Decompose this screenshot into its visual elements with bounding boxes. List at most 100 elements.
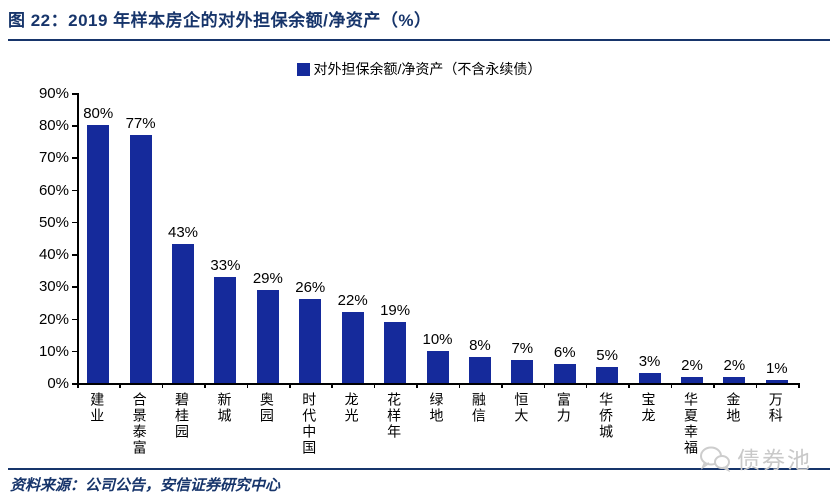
y-tick: [72, 254, 77, 256]
bar: [553, 363, 576, 383]
x-tick: [77, 383, 79, 388]
figure-title: 图 22：2019 年样本房企的对外担保余额/净资产（%）: [8, 11, 432, 30]
bar: [87, 125, 110, 383]
x-tick: [458, 383, 461, 388]
bar-value-label: 80%: [83, 105, 114, 123]
y-axis-line: [77, 93, 79, 383]
bar: [468, 357, 491, 383]
wechat-chat-bubbles-icon: [698, 445, 732, 472]
x-tick: [670, 383, 673, 388]
y-tick: [72, 157, 77, 159]
x-axis-label: 万科: [767, 392, 784, 424]
x-axis-label: 龙光: [343, 392, 360, 424]
x-tick: [585, 383, 588, 388]
bar-value-label: 6%: [553, 343, 576, 361]
x-axis-label: 碧桂园: [174, 392, 191, 440]
y-axis-label: 0%: [47, 375, 69, 392]
bar-value-label: 26%: [295, 279, 326, 297]
y-axis-label: 70%: [38, 149, 69, 167]
bar: [384, 321, 407, 383]
x-tick: [161, 383, 164, 388]
x-axis-label: 金地: [725, 392, 742, 424]
bar-value-label: 5%: [596, 346, 618, 364]
footer-divider: [8, 468, 830, 470]
legend-swatch-icon: [296, 62, 310, 76]
y-axis-label: 60%: [38, 181, 69, 199]
y-tick: [72, 318, 77, 321]
x-tick: [755, 383, 758, 388]
watermark: 债券池: [698, 441, 812, 475]
x-tick: [543, 383, 546, 388]
x-tick: [798, 383, 800, 388]
bar-value-label: 29%: [252, 269, 283, 287]
y-axis-label: 30%: [38, 278, 69, 296]
bar: [214, 276, 237, 383]
x-axis-label: 花样年: [386, 392, 403, 440]
bar-value-label: 33%: [210, 256, 241, 274]
source-note: 资料来源：公司公告，安信证券研究中心: [10, 476, 281, 494]
bar-value-label: 3%: [638, 353, 661, 371]
bar-value-label: 10%: [422, 330, 453, 348]
x-tick: [246, 383, 249, 388]
bar-value-label: 1%: [765, 359, 788, 377]
bar-value-label: 77%: [125, 114, 156, 132]
x-axis-label: 建业: [89, 392, 106, 424]
y-tick: [72, 350, 77, 353]
x-tick: [416, 383, 418, 388]
title-divider: [8, 39, 830, 41]
x-axis-label: 富力: [555, 392, 572, 424]
bar: [129, 134, 152, 383]
bar-value-label: 2%: [681, 356, 703, 374]
bar-chart: 0% 10% 20% 30% 40% 50% 60% 70% 80% 90% 80% 建业 77% 合景泰…: [0, 85, 838, 465]
bar-value-label: 8%: [469, 337, 491, 355]
legend: 对外担保余额/净资产（不含永续债）: [0, 59, 838, 79]
bar: [723, 376, 746, 383]
bar: [765, 379, 788, 383]
x-axis-label: 华侨城: [598, 392, 615, 440]
bar: [638, 373, 661, 383]
x-axis-label: 恒大: [513, 392, 530, 424]
bar: [299, 299, 322, 383]
y-axis-label: 20%: [38, 310, 69, 328]
y-tick: [72, 221, 77, 224]
x-axis-label: 合景泰富: [131, 392, 148, 456]
bar-value-label: 2%: [723, 356, 746, 374]
x-axis-label: 华夏幸福: [682, 392, 699, 456]
x-axis-label: 奥园: [258, 392, 275, 424]
y-axis-label: 80%: [38, 117, 69, 135]
y-tick: [72, 189, 77, 192]
x-axis-label: 宝龙: [640, 392, 657, 424]
bar-value-label: 43%: [168, 224, 199, 242]
bar: [341, 312, 364, 383]
x-axis-label: 时代中国: [301, 392, 318, 456]
y-axis-label: 40%: [38, 246, 69, 264]
x-tick: [331, 383, 333, 388]
y-tick: [72, 383, 77, 385]
watermark-label: 债券池: [737, 447, 812, 473]
x-axis-label: 新城: [216, 392, 233, 424]
y-tick: [72, 93, 77, 95]
x-tick: [204, 383, 206, 388]
bar: [680, 376, 703, 383]
y-axis-label: 90%: [38, 85, 69, 102]
bar-value-label: 19%: [380, 301, 411, 319]
x-tick: [373, 383, 376, 388]
bar: [172, 244, 195, 383]
x-axis-line: [77, 383, 799, 385]
x-axis-label: 融信: [470, 392, 487, 424]
x-tick: [628, 383, 630, 388]
legend-label: 对外担保余额/净资产（不含永续债）: [313, 61, 542, 77]
y-axis-label: 50%: [38, 213, 69, 231]
bar: [511, 360, 534, 383]
bar: [426, 350, 449, 383]
y-axis-label: 10%: [38, 342, 69, 360]
bar-value-label: 7%: [511, 340, 534, 358]
x-tick: [119, 383, 121, 388]
x-tick: [713, 383, 715, 388]
y-tick: [72, 286, 77, 288]
y-tick: [72, 125, 77, 127]
x-tick: [289, 383, 291, 388]
bar: [596, 366, 619, 383]
bar: [256, 289, 279, 383]
